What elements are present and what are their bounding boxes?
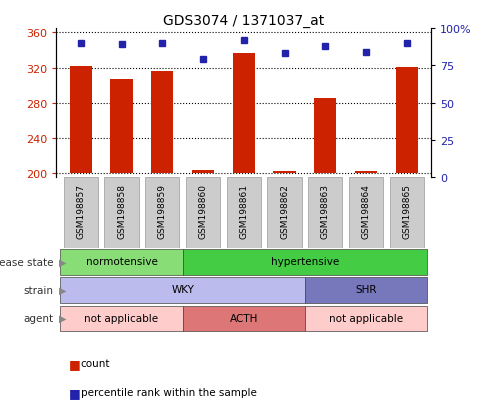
Text: ▶: ▶ xyxy=(59,313,66,323)
Title: GDS3074 / 1371037_at: GDS3074 / 1371037_at xyxy=(163,14,324,28)
Text: WKY: WKY xyxy=(171,285,194,295)
Bar xyxy=(314,99,337,173)
Text: not applicable: not applicable xyxy=(329,313,403,323)
FancyBboxPatch shape xyxy=(227,178,261,248)
Bar xyxy=(151,72,173,173)
Text: strain: strain xyxy=(24,285,54,295)
Text: GSM198864: GSM198864 xyxy=(362,184,370,238)
Text: disease state: disease state xyxy=(0,257,54,267)
Bar xyxy=(395,67,418,173)
FancyBboxPatch shape xyxy=(60,306,183,331)
Text: GSM198859: GSM198859 xyxy=(158,184,167,238)
FancyBboxPatch shape xyxy=(390,178,424,248)
Bar xyxy=(233,53,255,173)
Text: GSM198858: GSM198858 xyxy=(117,184,126,238)
FancyBboxPatch shape xyxy=(145,178,179,248)
FancyBboxPatch shape xyxy=(268,178,302,248)
Text: ACTH: ACTH xyxy=(230,313,258,323)
FancyBboxPatch shape xyxy=(183,249,427,275)
FancyBboxPatch shape xyxy=(349,178,383,248)
FancyBboxPatch shape xyxy=(64,178,98,248)
Text: GSM198860: GSM198860 xyxy=(198,184,208,238)
Text: ■: ■ xyxy=(69,386,80,399)
Text: not applicable: not applicable xyxy=(84,313,159,323)
FancyBboxPatch shape xyxy=(308,178,343,248)
FancyBboxPatch shape xyxy=(183,306,305,331)
Text: count: count xyxy=(81,358,110,368)
Text: GSM198857: GSM198857 xyxy=(76,184,85,238)
FancyBboxPatch shape xyxy=(60,249,183,275)
Bar xyxy=(355,172,377,173)
Text: ▶: ▶ xyxy=(59,285,66,295)
FancyBboxPatch shape xyxy=(305,278,427,303)
Text: hypertensive: hypertensive xyxy=(271,257,339,267)
FancyBboxPatch shape xyxy=(186,178,220,248)
Bar xyxy=(70,66,92,173)
FancyBboxPatch shape xyxy=(60,278,305,303)
Text: GSM198861: GSM198861 xyxy=(239,184,248,238)
Bar xyxy=(273,172,296,173)
Text: percentile rank within the sample: percentile rank within the sample xyxy=(81,387,257,397)
FancyBboxPatch shape xyxy=(305,306,427,331)
Text: SHR: SHR xyxy=(355,285,377,295)
Text: GSM198863: GSM198863 xyxy=(321,184,330,238)
Text: ■: ■ xyxy=(69,357,80,370)
Text: agent: agent xyxy=(24,313,54,323)
Bar xyxy=(110,80,133,173)
Text: GSM198865: GSM198865 xyxy=(402,184,411,238)
FancyBboxPatch shape xyxy=(104,178,139,248)
Text: GSM198862: GSM198862 xyxy=(280,184,289,238)
Text: normotensive: normotensive xyxy=(86,257,157,267)
Bar xyxy=(192,170,214,173)
Text: ▶: ▶ xyxy=(59,257,66,267)
